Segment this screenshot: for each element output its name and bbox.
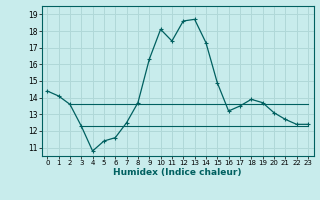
X-axis label: Humidex (Indice chaleur): Humidex (Indice chaleur) [113,168,242,177]
